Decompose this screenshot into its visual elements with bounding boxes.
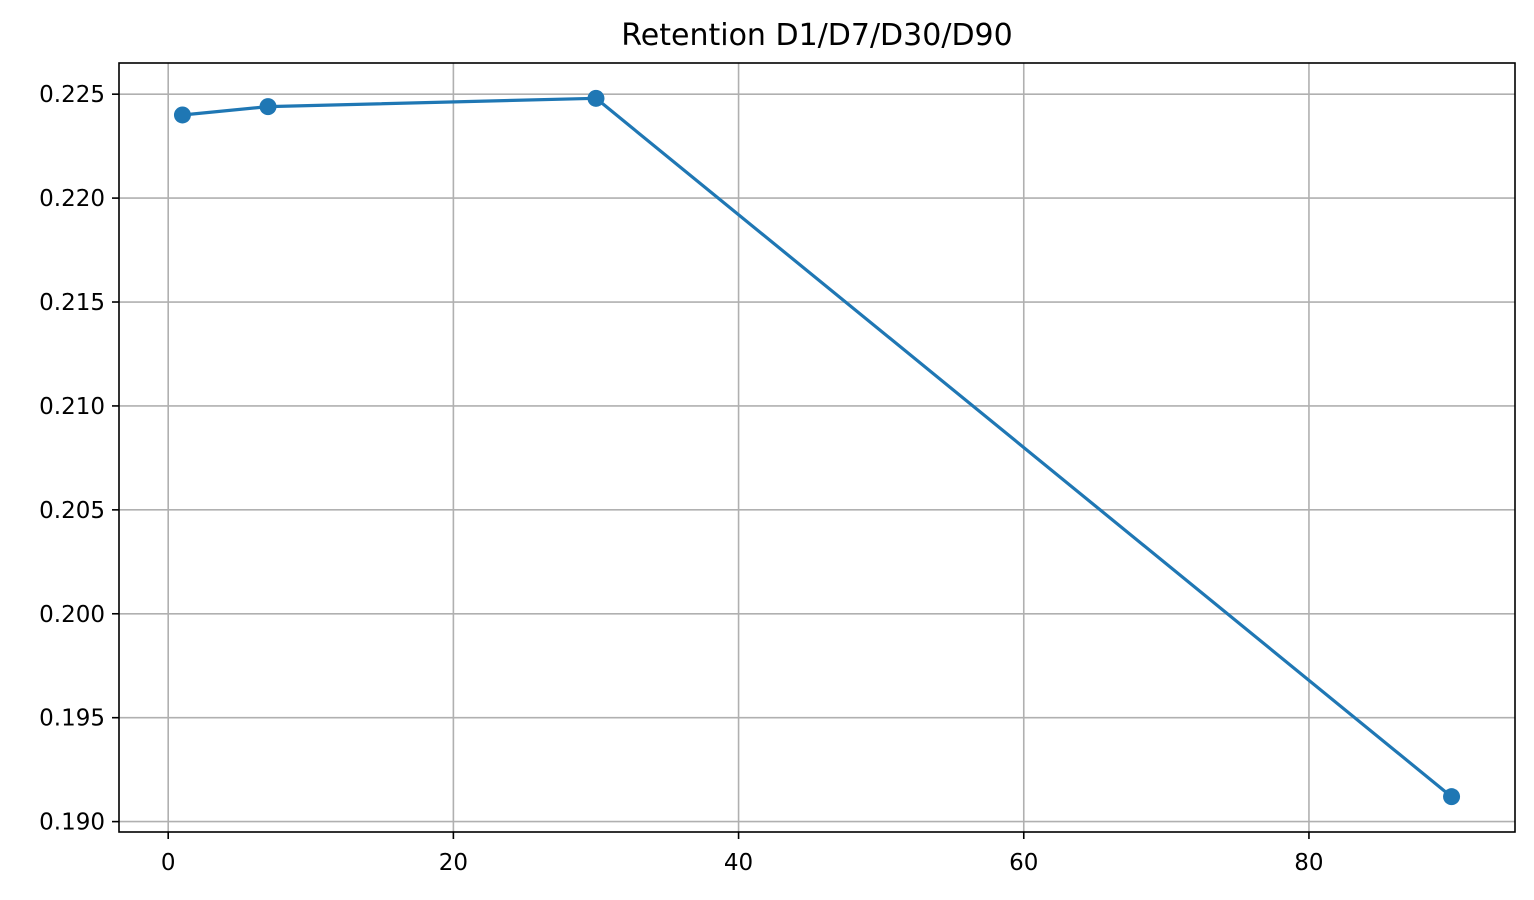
chart-title: Retention D1/D7/D30/D90	[621, 18, 1012, 53]
x-tick-label: 40	[724, 850, 753, 876]
data-point	[1443, 788, 1461, 806]
axes-frame	[118, 62, 1516, 833]
y-tick-label: 0.215	[39, 290, 105, 316]
x-tick-label: 20	[439, 850, 468, 876]
data-point	[587, 89, 605, 107]
y-tick-label: 0.210	[39, 394, 105, 420]
data-point	[173, 106, 191, 124]
series-layer	[173, 89, 1461, 806]
x-axis: 0 20 40 60 80	[161, 832, 1324, 876]
y-tick-label: 0.225	[39, 82, 105, 108]
y-axis: 0.190 0.195 0.200 0.205 0.210 0.215 0.220 0.225	[39, 82, 119, 836]
y-tick-label: 0.220	[39, 186, 105, 212]
series-line	[182, 96, 1453, 798]
data-point	[259, 98, 277, 116]
x-tick-label: 60	[1009, 850, 1038, 876]
y-tick-label: 0.200	[39, 602, 105, 628]
y-tick-label: 0.190	[39, 810, 105, 836]
y-tick-label: 0.195	[39, 706, 105, 732]
x-tick-label: 0	[161, 850, 176, 876]
grid	[119, 63, 1515, 832]
y-tick-label: 0.205	[39, 498, 105, 524]
x-tick-label: 80	[1294, 850, 1323, 876]
